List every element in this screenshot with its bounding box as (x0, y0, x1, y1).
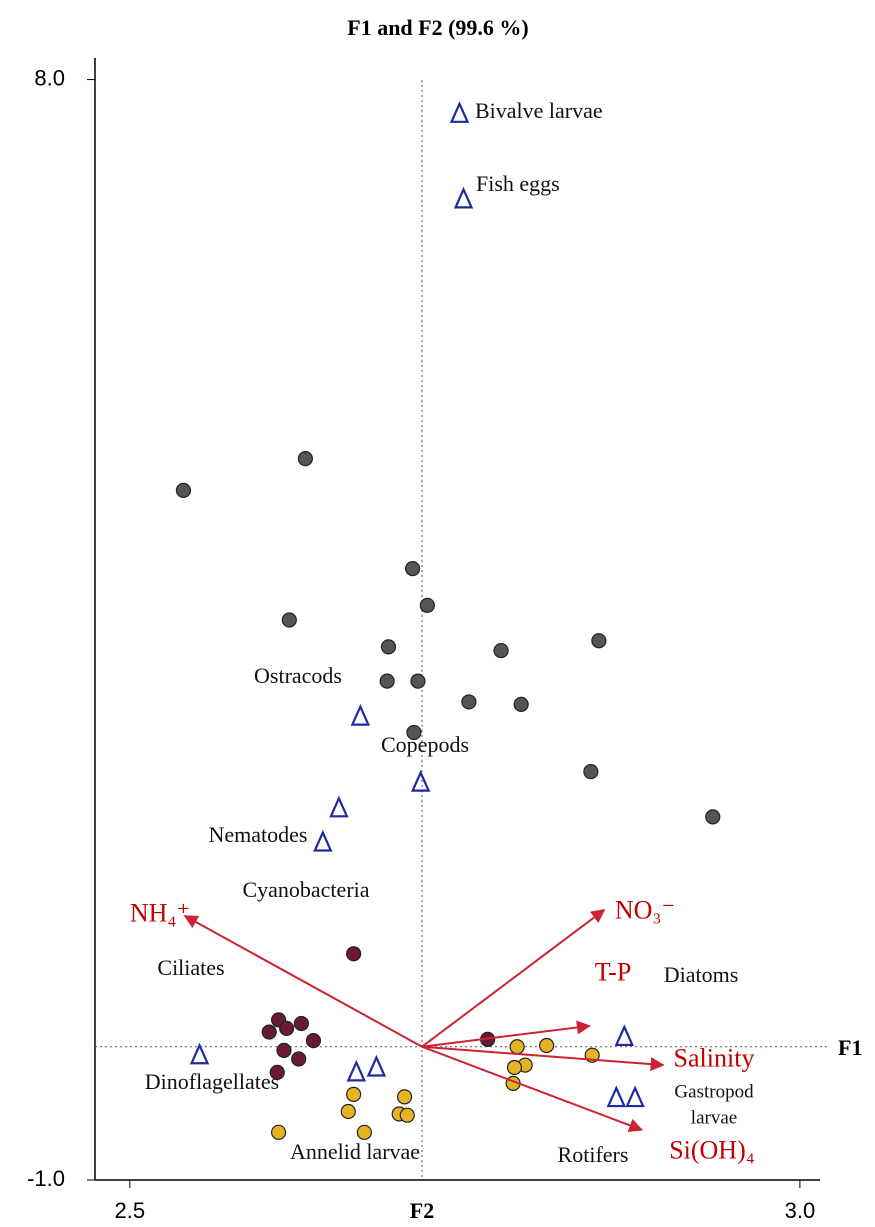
sample-point (406, 724, 422, 741)
sample-point (539, 1037, 555, 1054)
species-label: Bivalve larvae (475, 98, 603, 124)
species-marker (346, 1059, 367, 1082)
sample-point (175, 482, 192, 498)
vector-arrow (421, 908, 606, 1048)
species-marker (625, 1085, 645, 1108)
y-axis-title: F1 (838, 1035, 862, 1060)
sample-point (396, 1089, 413, 1105)
vector-label: NH₄⁺ (129, 898, 191, 928)
x-axis-title: F2 (410, 1198, 434, 1223)
species-label: Fish eggs (476, 171, 560, 197)
species-marker (350, 703, 371, 726)
species-marker (410, 769, 431, 792)
sample-point (279, 1020, 295, 1036)
sample-point (461, 694, 477, 710)
sample-point (270, 1124, 287, 1140)
y-tick-label: -1.0 (27, 1166, 65, 1191)
species-label: Ostracods (254, 663, 342, 689)
sample-point (419, 597, 435, 613)
species-marker (189, 1042, 210, 1065)
sample-point (293, 1015, 309, 1032)
sample-point (583, 764, 599, 780)
species-marker (449, 101, 470, 123)
species-marker (453, 186, 474, 209)
species-label: Gastropod larvae (674, 1081, 754, 1128)
sample-point (276, 1042, 292, 1058)
x-tick-label: 3.0 (785, 1198, 816, 1223)
sample-point (591, 633, 607, 649)
species-marker (614, 1024, 635, 1047)
x-tick-label: 2.5 (115, 1198, 146, 1223)
sample-point (356, 1124, 372, 1140)
vector-arrow (421, 1020, 591, 1048)
sample-point (305, 1033, 322, 1049)
sample-point (269, 1064, 285, 1081)
vector-arrow (183, 915, 423, 1048)
sample-point (506, 1059, 523, 1076)
vector-label: Salinity (673, 1043, 755, 1073)
species-label: Rotifers (557, 1142, 629, 1168)
sample-point (261, 1024, 277, 1040)
sample-point (297, 451, 313, 467)
sample-point (346, 946, 362, 962)
sample-point (399, 1107, 415, 1123)
species-label: Dinoflagellates (144, 1069, 280, 1095)
species-marker (606, 1085, 626, 1108)
species-label: Diatoms (663, 962, 739, 988)
sample-point (380, 639, 397, 655)
species-label: Cyanobacteria (242, 877, 370, 903)
y-tick-label: 8.0 (34, 65, 65, 90)
sample-point (509, 1039, 525, 1055)
chart-title: F1 and F2 (99.6 %) (347, 15, 529, 40)
sample-point (410, 673, 426, 689)
species-label: Nematodes (208, 822, 308, 848)
vector-label: NO₃⁻ (614, 895, 676, 925)
sample-point (513, 696, 529, 712)
species-label: Ciliates (157, 955, 225, 981)
vector-label: Si(OH)₄ (669, 1135, 755, 1165)
sample-point (405, 561, 421, 577)
sample-point (340, 1103, 356, 1120)
sample-point (346, 1086, 362, 1103)
vector-arrow (421, 1045, 665, 1072)
sample-point (493, 642, 509, 659)
sample-point (291, 1051, 307, 1067)
species-marker (329, 795, 349, 818)
sample-point (379, 673, 395, 689)
species-marker (366, 1054, 387, 1077)
species-label: Copepods (381, 732, 469, 758)
species-label: Annelid larvae (289, 1139, 421, 1165)
sample-point (281, 612, 297, 628)
species-marker (313, 829, 333, 852)
sample-point (705, 809, 721, 825)
vector-arrow (421, 1045, 644, 1132)
vector-label: T-P (594, 957, 632, 987)
